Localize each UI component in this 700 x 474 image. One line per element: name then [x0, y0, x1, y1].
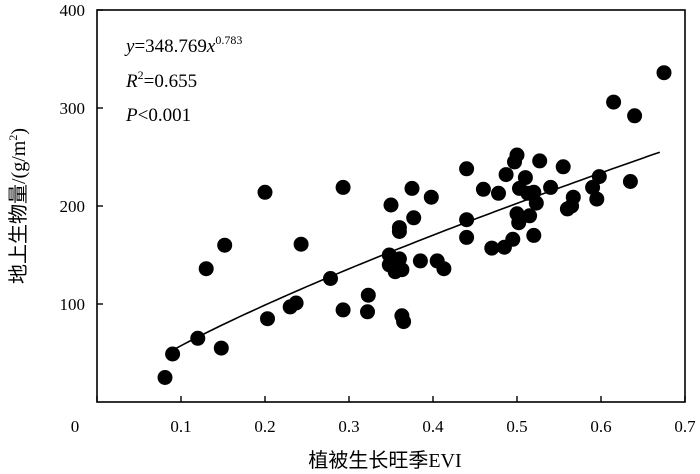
data-point — [606, 94, 622, 110]
data-point — [517, 170, 533, 186]
data-point — [528, 195, 544, 211]
data-point — [509, 147, 525, 163]
fit-curve — [172, 151, 661, 351]
points-layer — [157, 65, 672, 385]
data-point — [157, 370, 173, 385]
data-point — [475, 181, 491, 197]
data-point — [260, 311, 275, 327]
data-point — [498, 167, 514, 183]
data-point — [511, 215, 527, 231]
data-point — [412, 253, 428, 269]
x-tick-label: 0.1 — [170, 417, 191, 436]
data-point — [564, 198, 580, 214]
data-point — [622, 174, 638, 189]
data-point — [459, 161, 475, 177]
x-tick-label: 0.7 — [674, 417, 696, 436]
y-tick-label: 300 — [60, 99, 86, 118]
data-point — [526, 227, 542, 243]
data-point — [406, 210, 422, 226]
y-tick-label: 100 — [60, 295, 86, 314]
data-point — [459, 229, 475, 245]
data-point — [404, 180, 420, 196]
data-point — [396, 314, 412, 330]
x-tick-label: 0.2 — [254, 417, 275, 436]
data-point — [532, 153, 548, 169]
data-point — [555, 159, 571, 175]
data-point — [383, 197, 399, 213]
y-axis-title: 地上生物量/(g/m2) — [6, 128, 30, 284]
data-point — [585, 179, 601, 195]
data-point — [484, 240, 500, 256]
x-tick-label: 0.5 — [506, 417, 527, 436]
x-tick-label: 0.6 — [590, 417, 611, 436]
x-tick-label: 0.4 — [422, 417, 444, 436]
data-point — [543, 179, 559, 195]
data-point — [656, 65, 672, 81]
data-point — [394, 262, 410, 278]
data-point — [198, 261, 214, 277]
annotation-r-squared: R2=0.655 — [125, 68, 197, 92]
data-point — [293, 236, 309, 252]
annotation-equation: y=348.769x0.783 — [124, 33, 242, 57]
data-point — [589, 191, 605, 207]
ticks-layer — [96, 9, 686, 402]
data-point — [165, 346, 181, 362]
y-tick-label: 400 — [60, 1, 86, 20]
x-axis-title: 植被生长旺季EVI — [308, 449, 461, 472]
data-point — [436, 261, 452, 277]
data-point — [391, 224, 407, 239]
tick-labels-layer: 0 0.1 0.2 0.3 0.4 0.5 0.6 0.7 100 200 300 400 — [60, 1, 697, 436]
data-point — [505, 231, 521, 247]
data-point — [335, 302, 351, 318]
data-point — [423, 189, 439, 205]
annotation-p-value: P<0.001 — [125, 105, 191, 126]
data-point — [491, 185, 506, 201]
y-tick-label: 200 — [60, 197, 86, 216]
data-point — [360, 304, 375, 320]
data-point — [627, 108, 643, 124]
data-point — [257, 184, 273, 200]
data-point — [335, 179, 351, 195]
data-point — [360, 287, 376, 303]
data-point — [288, 295, 304, 311]
x-tick-label: 0.3 — [338, 417, 359, 436]
data-point — [190, 330, 206, 346]
x-tick-label: 0 — [71, 417, 80, 436]
data-point — [217, 237, 233, 253]
data-point — [213, 340, 229, 356]
data-point — [522, 208, 538, 224]
